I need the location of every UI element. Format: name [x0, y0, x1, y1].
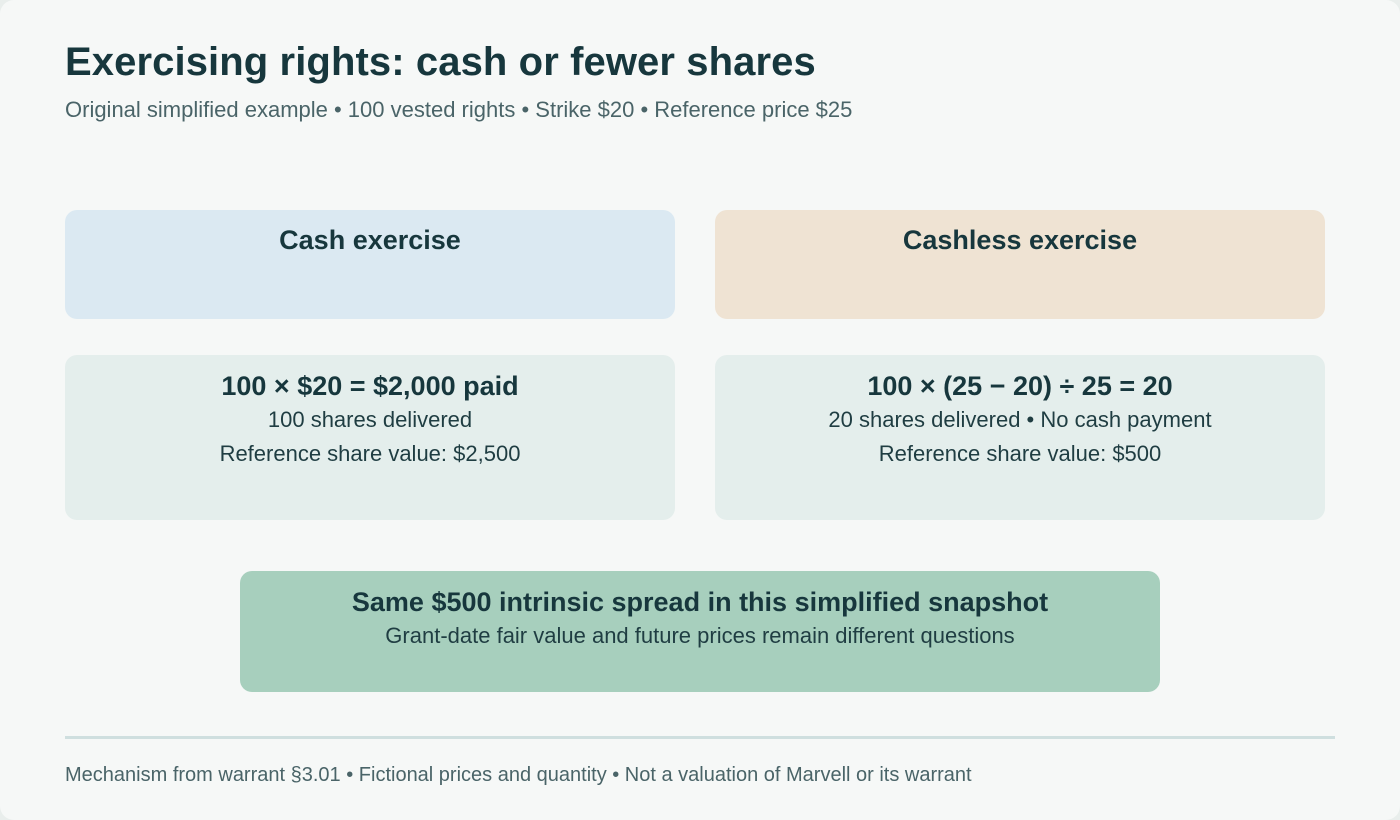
- summary-note: Grant-date fair value and future prices …: [385, 623, 1015, 648]
- page-subtitle: Original simplified example • 100 vested…: [65, 97, 853, 122]
- footer-divider: [65, 736, 1335, 739]
- summary-headline: Same $500 intrinsic spread in this simpl…: [351, 587, 1049, 617]
- cashless-exercise-label: Cashless exercise: [902, 225, 1138, 255]
- cash-exercise-formula: 100 × $20 = $2,000 paid: [221, 371, 519, 401]
- cash-exercise-header: Cash exercise: [65, 210, 675, 319]
- cashless-exercise-delivered: 20 shares delivered • No cash payment: [828, 407, 1212, 432]
- cash-exercise-detail: 100 × $20 = $2,000 paid 100 shares deliv…: [65, 355, 675, 520]
- page-title: Exercising rights: cash or fewer shares: [65, 40, 816, 84]
- cashless-exercise-header: Cashless exercise: [715, 210, 1325, 319]
- footer-note: Mechanism from warrant §3.01 • Fictional…: [65, 764, 972, 786]
- cash-exercise-value: Reference share value: $2,500: [219, 441, 521, 466]
- cashless-exercise-detail: 100 × (25 − 20) ÷ 25 = 20 20 shares deli…: [715, 355, 1325, 520]
- cashless-exercise-formula: 100 × (25 − 20) ÷ 25 = 20: [867, 371, 1173, 401]
- cash-exercise-delivered: 100 shares delivered: [267, 407, 473, 432]
- cashless-exercise-value: Reference share value: $500: [878, 441, 1162, 466]
- summary-panel: Same $500 intrinsic spread in this simpl…: [240, 571, 1160, 692]
- cash-exercise-label: Cash exercise: [279, 225, 461, 255]
